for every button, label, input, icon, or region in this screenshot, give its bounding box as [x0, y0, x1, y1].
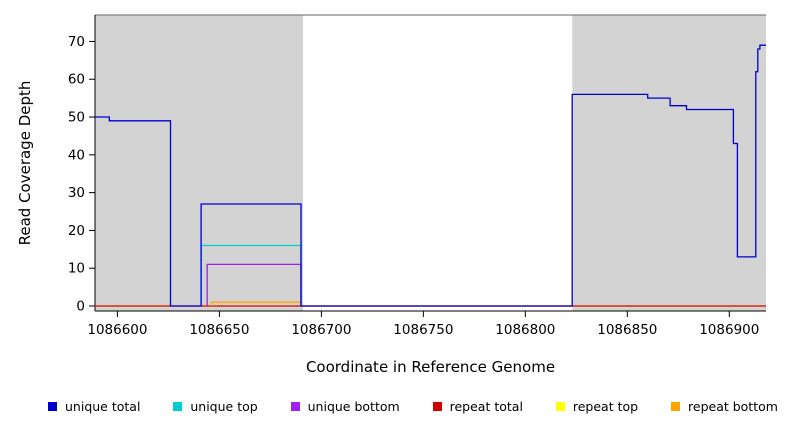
legend-swatch	[290, 402, 300, 411]
legend-item-repeat-top: repeat top	[555, 399, 639, 414]
legend-item-unique-total: unique total	[48, 399, 140, 414]
legend-label: repeat total	[449, 399, 523, 414]
y-tick-label: 70	[68, 34, 85, 50]
legend-item-unique-top: unique top	[173, 399, 258, 414]
legend-swatch	[432, 402, 442, 411]
x-tick-label: 1086600	[87, 322, 147, 338]
x-tick-label: 1086650	[189, 322, 249, 338]
y-tick-label: 30	[68, 185, 85, 201]
x-axis-title: Coordinate in Reference Genome	[305, 358, 556, 376]
legend-label: repeat bottom	[688, 399, 778, 414]
x-tick-label: 1086850	[597, 322, 657, 338]
legend: unique total unique top unique bottom repea…	[0, 399, 792, 414]
y-tick-label: 60	[68, 72, 85, 88]
shaded-region-right	[572, 15, 766, 311]
legend-swatch	[555, 402, 565, 411]
y-tick-label: 0	[76, 299, 85, 315]
y-tick-label: 50	[68, 110, 85, 126]
legend-swatch	[671, 402, 681, 411]
x-tick-label: 1086700	[291, 322, 351, 338]
y-tick-label: 20	[68, 223, 85, 239]
legend-item-unique-bottom: unique bottom	[290, 399, 400, 414]
legend-swatch	[173, 402, 183, 411]
x-tick-label: 1086750	[393, 322, 453, 338]
legend-swatch	[48, 402, 57, 411]
y-tick-label: 10	[68, 261, 85, 277]
x-tick-label: 1086800	[495, 322, 555, 338]
legend-item-repeat-total: repeat total	[432, 399, 523, 414]
shaded-region-left	[95, 15, 304, 311]
legend-label: unique bottom	[307, 399, 400, 414]
plot-svg: 1086600 1086650 1086700 1086750 1086800 10868…	[68, 14, 766, 338]
legend-label: unique top	[190, 399, 258, 414]
y-tick-label: 40	[68, 147, 85, 163]
legend-label: repeat top	[572, 399, 639, 414]
x-tick-label: 1086900	[699, 322, 759, 338]
legend-label: unique total	[65, 399, 141, 414]
legend-item-repeat-bottom: repeat bottom	[671, 399, 778, 414]
series-unique-total	[95, 44, 766, 307]
